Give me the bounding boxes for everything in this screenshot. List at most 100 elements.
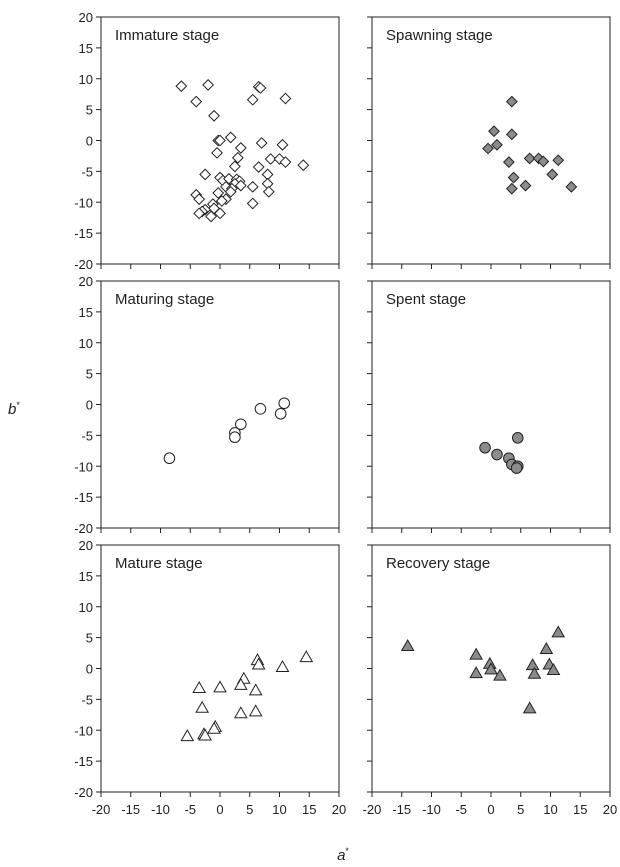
x-tick-label: -15 <box>121 802 140 817</box>
data-point-triangle <box>522 701 537 714</box>
y-tick-label: 0 <box>86 134 93 149</box>
data-point-triangle <box>493 668 507 681</box>
panel-frame <box>371 280 611 529</box>
data-point-diamond <box>211 146 223 159</box>
data-point-triangle <box>299 650 314 663</box>
panel-maturing-stage: -20 -15 -10 -5 0 5 10 15 20 Maturing stage <box>74 274 340 536</box>
data-point-diamond <box>505 95 518 108</box>
x-axis-label-text: a <box>337 847 345 864</box>
data-point-circle <box>235 418 247 431</box>
data-point-diamond <box>523 152 536 165</box>
x-axis-label: a* <box>337 846 349 864</box>
data-point-triangle <box>248 704 263 717</box>
data-point-diamond <box>175 80 188 93</box>
panel-recovery-stage: -20 -15 -10 -5 0 5 10 15 20 Recovery stage <box>363 544 617 817</box>
x-tick-label: 10 <box>272 802 286 817</box>
data-point-diamond <box>215 195 228 207</box>
data-point-circle <box>229 431 241 444</box>
panel-frame <box>371 16 611 265</box>
y-tick-label: 5 <box>86 103 93 118</box>
y-tick-label: 20 <box>79 274 93 289</box>
data-point-diamond <box>246 180 259 193</box>
data-point-diamond <box>193 193 206 206</box>
data-point-triangle <box>469 666 483 679</box>
data-point-diamond <box>532 152 545 165</box>
data-point-triangle <box>213 680 227 693</box>
data-point-triangle <box>207 721 221 734</box>
data-point-triangle <box>469 647 483 660</box>
y-tick-label: 10 <box>79 72 93 87</box>
x-tick-label: -5 <box>455 802 467 817</box>
x-tick-label: -5 <box>184 802 196 817</box>
data-point-triangle <box>180 729 195 742</box>
data-point-diamond <box>297 159 310 172</box>
panel-mature-stage: -20 -15 -10 -5 0 5 10 15 20 -20 -15 -10 -5 0 5 10 15 20 Ma… <box>74 538 346 817</box>
data-point-diamond <box>519 179 532 192</box>
y-tick-label: 5 <box>86 631 93 646</box>
y-tick-label: -10 <box>74 723 93 738</box>
y-tick-label: 15 <box>79 569 93 584</box>
x-tick-label: 15 <box>302 802 316 817</box>
data-point-diamond <box>228 160 241 173</box>
data-point-circle <box>510 462 523 474</box>
x-tick-label: 20 <box>332 802 346 817</box>
x-tick-label: -10 <box>151 802 170 817</box>
data-point-diamond <box>505 128 518 141</box>
data-point-diamond <box>264 153 277 165</box>
data-point-diamond <box>212 187 225 199</box>
panel-frame <box>100 280 340 529</box>
data-point-triangle <box>527 666 542 679</box>
data-point-diamond <box>246 93 259 106</box>
panel-title: Spent stage <box>386 291 466 308</box>
data-point-diamond <box>208 109 220 122</box>
y-tick-label: -10 <box>74 195 93 210</box>
y-tick-label: -5 <box>81 164 93 179</box>
data-point-circle <box>491 448 503 461</box>
panel-frame <box>100 544 340 793</box>
x-tick-label: 5 <box>246 802 253 817</box>
data-point-diamond <box>279 156 292 169</box>
data-point-triangle <box>400 638 415 651</box>
data-point-diamond <box>507 171 520 184</box>
data-point-diamond <box>276 138 289 151</box>
data-point-diamond <box>537 155 550 168</box>
data-point-circle <box>479 441 491 454</box>
data-point-circle <box>511 432 524 444</box>
data-point-triangle <box>551 625 566 638</box>
data-point-diamond <box>255 137 268 149</box>
panel-title: Maturing stage <box>115 291 214 308</box>
y-tick-label: 10 <box>79 600 93 615</box>
x-tick-label: 15 <box>573 802 587 817</box>
x-tick-label: -20 <box>363 802 382 817</box>
panel-title: Mature stage <box>115 555 203 572</box>
data-point-diamond <box>214 134 226 147</box>
data-point-diamond <box>214 207 226 220</box>
panel-immature-stage: -20 -15 -10 -5 0 5 10 15 20 Immature stage <box>74 10 340 272</box>
data-point-diamond <box>254 82 267 94</box>
data-point-triangle <box>233 706 248 719</box>
data-point-diamond <box>193 207 206 220</box>
data-point-diamond <box>279 92 292 105</box>
data-point-diamond <box>205 210 217 223</box>
data-point-diamond <box>565 180 578 193</box>
y-tick-label: 0 <box>86 398 93 413</box>
y-tick-label: -20 <box>74 521 93 536</box>
data-point-triangle <box>525 658 540 671</box>
data-point-triangle <box>233 677 248 690</box>
y-tick-label: 5 <box>86 367 93 382</box>
y-tick-label: 20 <box>79 10 93 25</box>
data-point-diamond <box>234 179 247 192</box>
data-point-circle <box>274 407 287 420</box>
data-point-diamond <box>552 154 565 167</box>
data-point-circle <box>278 397 291 410</box>
data-point-diamond <box>482 142 494 155</box>
data-point-diamond <box>488 125 500 138</box>
x-tick-label: 0 <box>487 802 494 817</box>
panel-spawning-stage: Spawning stage <box>367 16 611 269</box>
y-axis-label-text: b <box>8 401 16 418</box>
data-point-diamond <box>252 161 265 173</box>
panel-spent-stage: Spent stage <box>367 280 611 533</box>
data-point-diamond <box>224 131 237 144</box>
data-point-triangle <box>539 642 554 655</box>
